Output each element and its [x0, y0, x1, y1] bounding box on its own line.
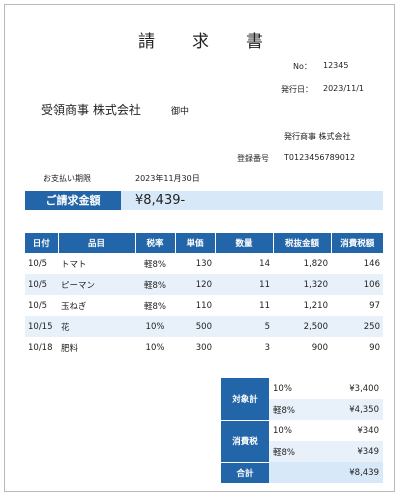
cell-amount: 900: [273, 337, 331, 358]
grand-total-amount: ¥8,439: [317, 462, 383, 483]
table-row: 10/5 トマト 軽8% 130 14 1,820 146: [25, 253, 383, 274]
issue-date: 2023/11/1: [323, 84, 365, 93]
header-amount-excl-tax: 税抜金額: [273, 233, 332, 253]
total-amount: ¥8,439-: [121, 191, 383, 210]
header-quantity: 数量: [215, 233, 274, 253]
grand-total-label: 合計: [221, 462, 269, 484]
cell-date: 10/18: [25, 337, 58, 358]
summary-amount: ¥340: [317, 420, 383, 441]
summary-amount: ¥3,400: [317, 378, 383, 399]
cell-amount: 2,500: [273, 316, 331, 337]
cell-item: 肥料: [58, 337, 135, 358]
header-unit-price: 単価: [175, 233, 216, 253]
summary-rate: 10%: [269, 420, 317, 441]
registration-label: 登録番号: [237, 154, 269, 163]
cell-date: 10/5: [25, 295, 58, 316]
issuer-name: 発行商事 株式会社: [284, 132, 351, 141]
recipient-name: 受領商事 株式会社: [41, 103, 141, 117]
registration-number: T0123456789012: [284, 153, 356, 162]
cell-quantity: 5: [215, 316, 273, 337]
cell-tax: 250: [331, 316, 383, 337]
summary-rate: 10%: [269, 378, 317, 399]
header-date: 日付: [25, 233, 59, 253]
cell-tax-rate: 10%: [135, 316, 175, 337]
document-title: 請 求 書: [138, 32, 273, 52]
summary-amount: ¥4,350: [317, 399, 383, 420]
grand-total-spacer: [269, 462, 317, 483]
cell-quantity: 3: [215, 337, 273, 358]
cell-date: 10/5: [25, 274, 58, 295]
summary-row: 対象計 10% ¥3,400: [221, 378, 383, 421]
header-item: 品目: [58, 233, 136, 253]
table-row: 10/5 ピーマン 軽8% 120 11 1,320 106: [25, 274, 383, 295]
cell-tax: 106: [331, 274, 383, 295]
total-amount-label: ご請求金額: [25, 191, 121, 210]
due-date: 2023年11月30日: [135, 174, 200, 183]
table-row: 10/15 花 10% 500 5 2,500 250: [25, 316, 383, 337]
cell-tax-rate: 10%: [135, 337, 175, 358]
cell-item: ピーマン: [58, 274, 135, 295]
subtotal-label: 対象計: [221, 378, 269, 421]
cell-quantity: 11: [215, 295, 273, 316]
cell-item: 花: [58, 316, 135, 337]
due-date-label: お支払い期限: [43, 174, 91, 183]
invoice-sheet: 請 求 書 No： 12345 発行日： 2023/11/1 受領商事 株式会社…: [4, 4, 395, 492]
cell-unit-price: 120: [175, 274, 215, 295]
summary-rate: 軽8%: [269, 399, 317, 420]
summary-row: 軽8% ¥349: [221, 441, 383, 462]
cell-tax: 97: [331, 295, 383, 316]
summary-amount: ¥349: [317, 441, 383, 462]
cell-unit-price: 130: [175, 253, 215, 274]
tax-label: 消費税: [221, 420, 269, 463]
cell-unit-price: 300: [175, 337, 215, 358]
summary-rate: 軽8%: [269, 441, 317, 462]
recipient-honorific: 御中: [171, 107, 190, 117]
cell-tax-rate: 軽8%: [135, 253, 175, 274]
cell-date: 10/5: [25, 253, 58, 274]
summary-table: 対象計 10% ¥3,400 軽8% ¥4,350 消費税 10% ¥340 軽…: [221, 378, 383, 484]
invoice-number-label: No：: [293, 62, 312, 71]
grand-total-row: 合計 ¥8,439: [221, 462, 383, 484]
cell-unit-price: 500: [175, 316, 215, 337]
cell-tax-rate: 軽8%: [135, 274, 175, 295]
summary-row: 消費税 10% ¥340: [221, 420, 383, 463]
cell-tax: 90: [331, 337, 383, 358]
cell-item: トマト: [58, 253, 135, 274]
cell-amount: 1,320: [273, 274, 331, 295]
invoice-number: 12345: [323, 61, 349, 70]
header-tax-rate: 税率: [135, 233, 176, 253]
cell-tax-rate: 軽8%: [135, 295, 175, 316]
items-header-row: 日付 品目 税率 単価 数量 税抜金額 消費税額: [25, 233, 383, 253]
cell-amount: 1,820: [273, 253, 331, 274]
items-table: 日付 品目 税率 単価 数量 税抜金額 消費税額 10/5 トマト 軽8% 13…: [25, 233, 383, 358]
table-row: 10/18 肥料 10% 300 3 900 90: [25, 337, 383, 358]
cell-date: 10/15: [25, 316, 58, 337]
issue-date-label: 発行日：: [281, 85, 313, 94]
cell-quantity: 14: [215, 253, 273, 274]
table-row: 10/5 玉ねぎ 軽8% 110 11 1,210 97: [25, 295, 383, 316]
cell-unit-price: 110: [175, 295, 215, 316]
cell-tax: 146: [331, 253, 383, 274]
cell-quantity: 11: [215, 274, 273, 295]
cell-item: 玉ねぎ: [58, 295, 135, 316]
header-tax-amount: 消費税額: [331, 233, 383, 253]
cell-amount: 1,210: [273, 295, 331, 316]
summary-row: 軽8% ¥4,350: [221, 399, 383, 420]
